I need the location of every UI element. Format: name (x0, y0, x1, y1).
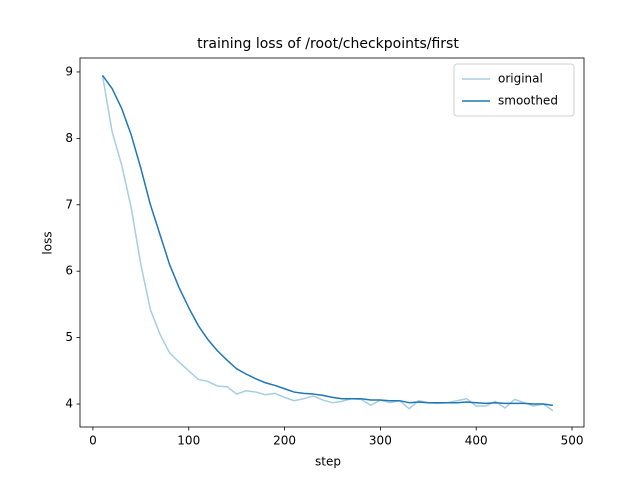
legend: original smoothed (453, 63, 575, 117)
x-tick-label: 500 (561, 434, 584, 448)
x-tick-label: 300 (369, 434, 392, 448)
legend-label: smoothed (498, 94, 558, 108)
x-axis-label: step (315, 455, 341, 469)
series-line (101, 75, 554, 412)
y-axis-label: loss (41, 231, 55, 254)
legend-label: original (498, 72, 543, 86)
y-tick-label: 6 (65, 264, 73, 278)
legend-box (453, 63, 575, 117)
x-tick-label: 0 (89, 434, 97, 448)
plot-area (101, 74, 554, 412)
y-tick-label: 5 (65, 330, 73, 344)
y-tick-label: 9 (65, 64, 73, 78)
x-tick-label: 200 (273, 434, 296, 448)
x-tick-label: 100 (177, 434, 200, 448)
chart-title: training loss of /root/checkpoints/first (197, 36, 459, 52)
y-tick-label: 8 (65, 131, 73, 145)
series-line (101, 74, 553, 407)
x-tick-label: 400 (465, 434, 488, 448)
axes-frame (79, 57, 585, 428)
y-tick-label: 4 (65, 397, 73, 411)
y-tick-label: 7 (65, 197, 73, 211)
